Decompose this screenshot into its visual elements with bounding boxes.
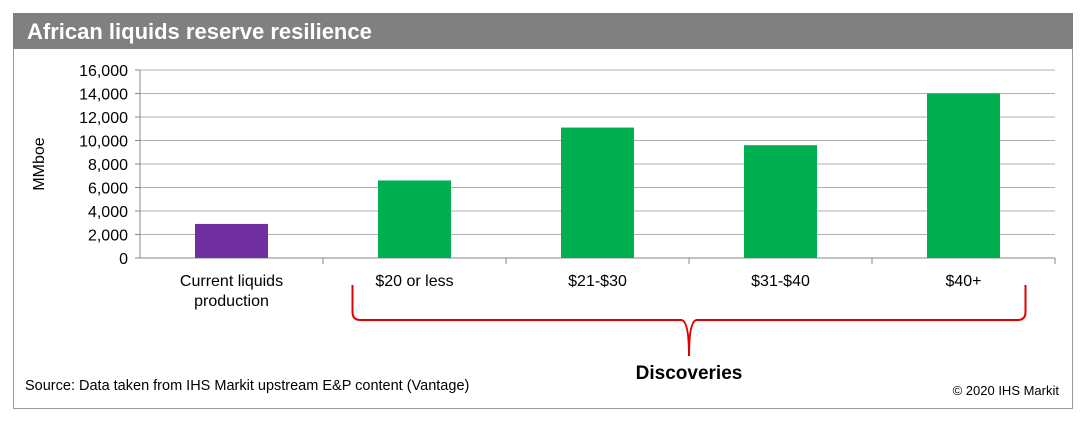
y-tick-label: 8,000 — [88, 157, 128, 174]
y-tick-label: 2,000 — [88, 228, 128, 245]
bar — [927, 93, 1000, 258]
y-tick-label: 10,000 — [79, 134, 128, 151]
x-tick-label: Current liquids — [180, 273, 283, 290]
bar — [378, 180, 451, 258]
y-tick-label: 14,000 — [79, 87, 128, 104]
x-tick-label: $40+ — [945, 273, 981, 290]
source-note: Source: Data taken from IHS Markit upstr… — [25, 378, 470, 394]
y-tick-label: 16,000 — [79, 63, 128, 80]
y-tick-label: 6,000 — [88, 181, 128, 198]
x-tick-label: $20 or less — [375, 273, 453, 290]
x-tick-label: $21-$30 — [568, 273, 627, 290]
x-tick-label: $31-$40 — [751, 273, 810, 290]
discoveries-brace — [351, 285, 1027, 357]
bar — [195, 223, 268, 258]
y-tick-label: 12,000 — [79, 110, 128, 127]
chart-title: African liquids reserve resilience — [13, 13, 1073, 49]
bar — [744, 145, 817, 258]
x-tick-label: production — [194, 293, 269, 310]
y-tick-label: 0 — [119, 251, 128, 268]
y-axis-label: MMboe — [31, 137, 48, 190]
y-tick-label: 4,000 — [88, 204, 128, 221]
discoveries-label: Discoveries — [636, 363, 743, 384]
copyright-note: © 2020 IHS Markit — [952, 383, 1059, 398]
bar — [561, 127, 634, 258]
